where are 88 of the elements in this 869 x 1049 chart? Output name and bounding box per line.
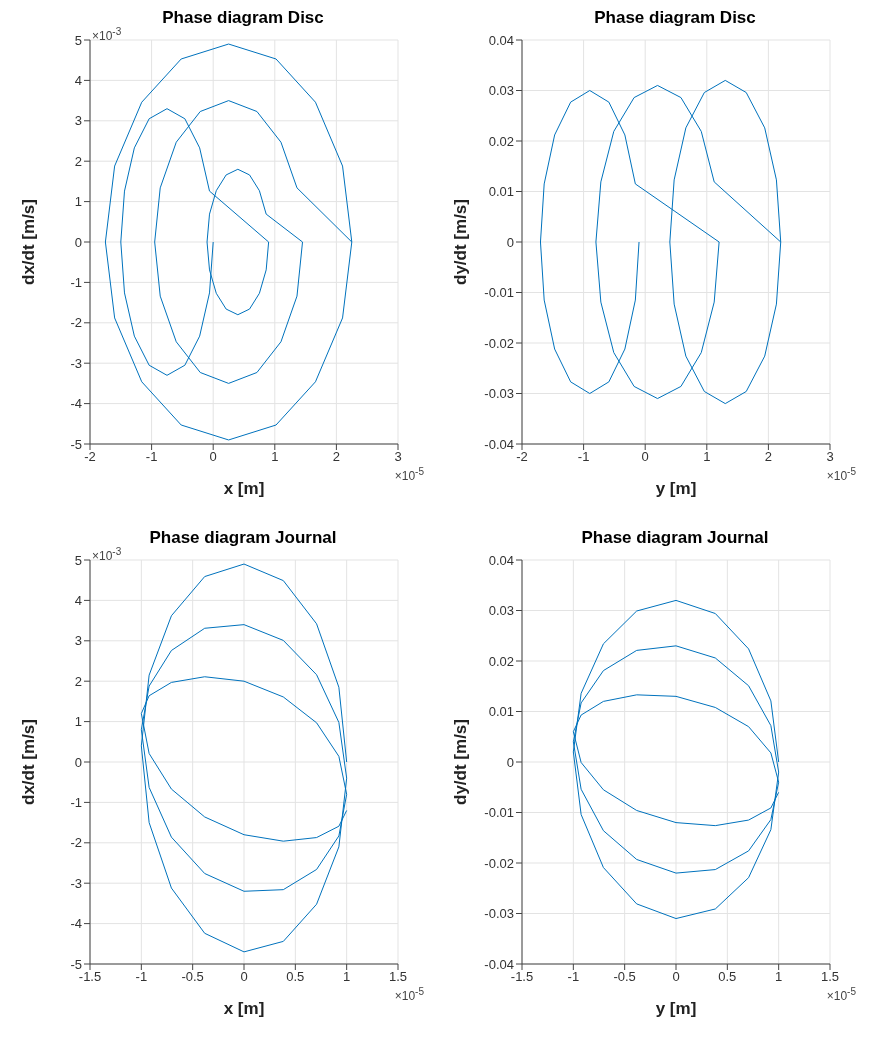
- y-axis-title: dx/dt [m/s]: [19, 199, 39, 285]
- x-tick-label: -1: [135, 969, 148, 985]
- chart-title: Phase diagram Journal: [149, 528, 337, 547]
- x-tick-label: 2: [764, 449, 773, 465]
- y-tick-label: 2: [74, 153, 82, 169]
- y-tick-label: -0.02: [484, 335, 514, 351]
- y-tick-label: 4: [74, 73, 82, 89]
- y-tick-label: -3: [70, 875, 82, 891]
- y-tick-label: 0: [74, 754, 82, 770]
- x-axis-title: y [m]: [655, 479, 697, 498]
- y-tick-label: -4: [70, 396, 82, 412]
- y-tick-label: -1: [70, 275, 82, 291]
- y-tick-label: 0.02: [488, 133, 514, 149]
- text: ×10$^{-5}$: [826, 986, 856, 1003]
- y-tick-label: -0.03: [484, 386, 514, 402]
- x-axis-title: y [m]: [655, 999, 697, 1018]
- y-axis-title: dx/dt [m/s]: [19, 719, 39, 805]
- y-tick-label: 0.03: [488, 603, 514, 619]
- chart-title: Phase diagram Journal: [580, 528, 770, 549]
- y-tick-label: -3: [70, 355, 82, 371]
- y-tick-label: 5: [74, 32, 82, 48]
- x-tick-label: 0: [641, 449, 649, 465]
- x-tick-label: -2: [84, 449, 96, 465]
- y-tick-label: 3: [74, 633, 82, 649]
- x-tick-label: -2: [516, 449, 528, 465]
- y-tick-label: 1: [74, 194, 82, 210]
- y-tick-label: 0.03: [488, 83, 514, 99]
- y-tick-label: -0.03: [484, 906, 514, 922]
- x-axis-title: x [m]: [223, 479, 265, 498]
- y-tick-label: -5: [70, 436, 82, 452]
- text: ×10$^{-5}$: [394, 466, 424, 483]
- y-tick-label: -2: [70, 315, 82, 331]
- x-tick-label: 0.5: [286, 969, 305, 985]
- x-axis-title: x [m]: [223, 999, 265, 1018]
- x-tick-label: 1: [343, 969, 351, 985]
- annotation: ×10$^{-3}$: [92, 546, 122, 563]
- y-tick-label: 0: [506, 754, 514, 770]
- y-tick-label: 5: [74, 552, 82, 568]
- line-series: [572, 599, 780, 920]
- chart-title: Phase diagram Disc: [593, 8, 757, 29]
- x-tick-label: 3: [826, 449, 834, 465]
- x-tick-label: 3: [394, 449, 402, 465]
- x-tick-label: -1: [567, 969, 580, 985]
- x-tick-label: 1: [775, 969, 783, 985]
- y-tick-label: 0.01: [488, 704, 514, 720]
- x-tick-label: 1.5: [820, 969, 840, 985]
- y-tick-label: -0.01: [484, 805, 514, 821]
- x-tick-label: 0.5: [718, 969, 737, 985]
- x-tick-label: -1.5: [78, 969, 102, 985]
- x-tick-label: 1: [271, 449, 279, 465]
- line-series: [140, 563, 348, 953]
- x-tick-label: -1: [145, 449, 158, 465]
- x-tick-label: -1.5: [510, 969, 534, 985]
- y-tick-label: 3: [74, 113, 82, 129]
- y-tick-label: 0.04: [488, 32, 514, 48]
- y-tick-label: 4: [74, 593, 82, 609]
- y-tick-label: -0.04: [484, 956, 514, 972]
- x-tick-label: -0.5: [613, 969, 636, 985]
- annotation: ×10$^{-3}$: [92, 26, 122, 43]
- y-axis-title: dy/dt [m/s]: [451, 199, 471, 285]
- y-tick-label: 0: [506, 234, 514, 250]
- chart-title: Phase diagram Disc: [162, 8, 324, 27]
- x-tick-label: 1.5: [388, 969, 408, 985]
- x-tick-label: 0: [240, 969, 248, 985]
- y-tick-label: -0.02: [484, 855, 514, 871]
- y-tick-label: 1: [74, 714, 82, 730]
- y-tick-label: 0.02: [488, 653, 514, 669]
- text: ×10$^{-5}$: [826, 466, 856, 483]
- y-tick-label: -4: [70, 916, 82, 932]
- line-series: [104, 43, 353, 441]
- y-tick-label: 0.01: [488, 184, 514, 200]
- y-tick-label: -1: [70, 795, 82, 811]
- y-tick-label: 0: [74, 234, 82, 250]
- x-tick-label: 0: [672, 969, 680, 985]
- y-tick-label: -0.01: [484, 285, 514, 301]
- y-tick-label: -5: [70, 956, 82, 972]
- x-tick-label: -0.5: [181, 969, 204, 985]
- x-tick-label: 1: [703, 449, 711, 465]
- y-axis-title: dy/dt [m/s]: [451, 719, 471, 805]
- y-tick-label: 0.04: [488, 552, 514, 568]
- x-tick-label: -1: [577, 449, 590, 465]
- y-tick-label: 2: [74, 673, 82, 689]
- x-tick-label: 0: [209, 449, 217, 465]
- text: ×10$^{-5}$: [394, 986, 424, 1003]
- y-tick-label: -0.04: [484, 436, 514, 452]
- x-tick-label: 2: [332, 449, 341, 465]
- line-series: [539, 79, 782, 405]
- y-tick-label: -2: [70, 835, 82, 851]
